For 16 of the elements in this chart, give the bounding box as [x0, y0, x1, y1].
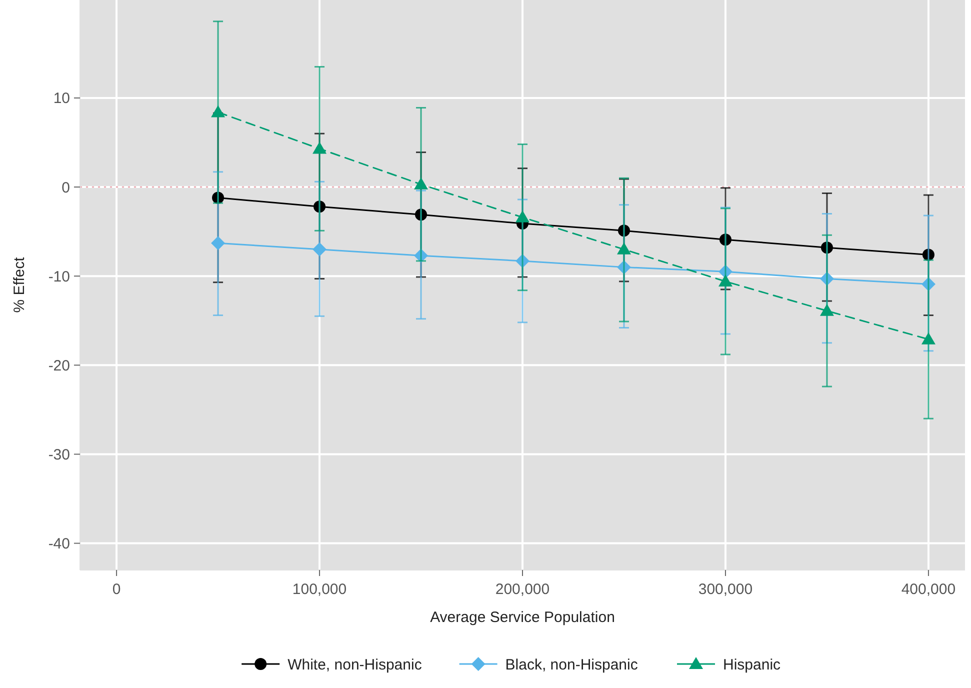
y-axis-title: % Effect [11, 256, 28, 313]
y-tick-label: 0 [62, 179, 70, 196]
x-tick-label: 200,000 [495, 581, 550, 598]
x-tick-label: 300,000 [698, 581, 753, 598]
legend-label: Black, non-Hispanic [505, 656, 638, 674]
x-tick-label: 400,000 [901, 581, 956, 598]
x-axis-title: Average Service Population [430, 609, 615, 626]
x-tick-label: 100,000 [292, 581, 347, 598]
legend-label: White, non-Hispanic [288, 656, 422, 674]
y-tick-label: -30 [48, 446, 70, 464]
y-tick-label: -20 [48, 357, 70, 374]
legend-label: Hispanic [723, 656, 782, 674]
y-tick-label: 10 [53, 90, 70, 108]
x-tick-label: 0 [112, 581, 121, 598]
y-tick-label: -40 [48, 536, 70, 553]
y-tick-label: -10 [48, 268, 70, 286]
